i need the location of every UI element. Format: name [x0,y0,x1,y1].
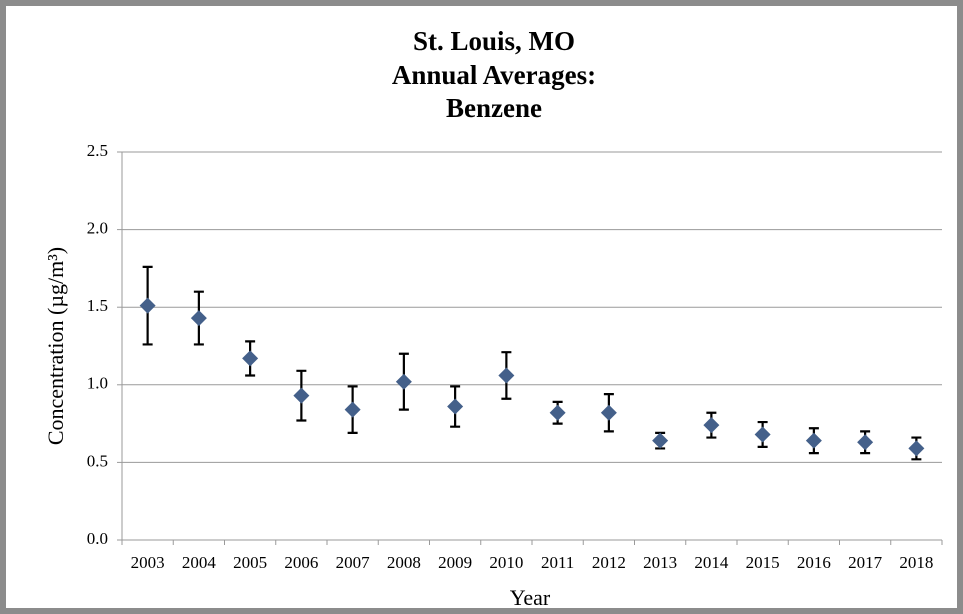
x-tick-label: 2015 [746,553,780,572]
data-point [805,432,822,449]
y-tick-label: 1.0 [87,374,108,393]
data-point [600,404,617,421]
chart-title: Annual Averages: [392,60,596,90]
y-tick-label: 2.5 [87,141,108,160]
chart-title: St. Louis, MO [413,26,575,56]
x-tick-label: 2017 [848,553,883,572]
y-axis-label: Concentration (µg/m³) [43,247,68,445]
data-point [652,432,669,449]
data-point [703,417,720,434]
data-point [139,297,156,314]
chart-title: Benzene [446,93,542,123]
data-point [908,440,925,457]
x-tick-label: 2009 [438,553,472,572]
data-point [447,398,464,415]
x-tick-label: 2016 [797,553,831,572]
x-tick-label: 2004 [182,553,217,572]
x-tick-label: 2003 [131,553,165,572]
x-tick-label: 2010 [489,553,523,572]
x-tick-label: 2007 [336,553,371,572]
x-tick-label: 2006 [284,553,318,572]
data-point [857,434,874,451]
x-tick-label: 2018 [899,553,933,572]
y-tick-label: 0.0 [87,529,108,548]
data-point [190,310,207,327]
data-point [754,426,771,443]
x-tick-label: 2014 [694,553,729,572]
x-tick-label: 2011 [541,553,574,572]
data-point [344,401,361,418]
y-tick-label: 2.0 [87,219,108,238]
data-point [293,387,310,404]
data-point [498,367,515,384]
y-tick-label: 0.5 [87,451,108,470]
data-point [242,350,259,367]
y-tick-label: 1.5 [87,296,108,315]
x-axis-label: Year [510,585,551,610]
x-tick-label: 2005 [233,553,267,572]
x-tick-label: 2012 [592,553,626,572]
x-tick-label: 2008 [387,553,421,572]
data-point [395,373,412,390]
x-tick-label: 2013 [643,553,677,572]
data-point [549,404,566,421]
